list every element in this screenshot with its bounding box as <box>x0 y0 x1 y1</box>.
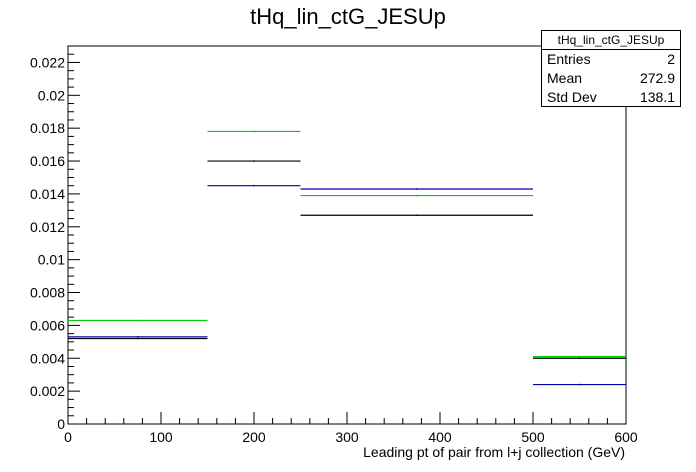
axes <box>67 45 627 425</box>
x-tick-label: 300 <box>335 429 359 445</box>
x-tick-label: 200 <box>242 429 266 445</box>
x-tick-label: 400 <box>428 429 452 445</box>
stats-row-entries: Entries 2 <box>542 50 680 69</box>
stats-row-mean: Mean 272.9 <box>542 69 680 88</box>
stats-value: 138.1 <box>639 89 675 105</box>
y-tick-label: 0.018 <box>30 120 65 136</box>
stats-value: 272.9 <box>639 70 675 86</box>
stats-box: tHq_lin_ctG_JESUp Entries 2 Mean 272.9 S… <box>541 30 681 107</box>
y-tick-label: 0.022 <box>30 54 65 70</box>
x-axis-label: Leading pt of pair from l+j collection (… <box>363 444 625 460</box>
stats-label: Std Dev <box>547 89 597 105</box>
series-layer <box>68 130 626 386</box>
stats-row-stddev: Std Dev 138.1 <box>542 88 680 107</box>
stats-box-title: tHq_lin_ctG_JESUp <box>542 31 680 50</box>
x-tick-label: 500 <box>521 429 545 445</box>
y-tick-label: 0.006 <box>30 317 65 333</box>
y-tick-label: 0.002 <box>30 383 65 399</box>
y-tick-label: 0.02 <box>38 87 65 103</box>
y-tick-label: 0.01 <box>38 252 65 268</box>
y-tick-label: 0.014 <box>30 186 65 202</box>
x-tick-label: 0 <box>64 429 72 445</box>
stats-value: 2 <box>667 51 675 67</box>
stats-label: Mean <box>547 70 583 86</box>
y-tick-label: 0.016 <box>30 153 65 169</box>
stats-label: Entries <box>547 51 591 67</box>
y-tick-label: 0 <box>57 416 65 432</box>
y-tick-label: 0.008 <box>30 285 65 301</box>
x-tick-label: 100 <box>149 429 173 445</box>
chart-title: tHq_lin_ctG_JESUp <box>250 4 446 29</box>
y-tick-label: 0.004 <box>30 350 65 366</box>
x-tick-label: 600 <box>614 429 638 445</box>
y-tick-label: 0.012 <box>30 219 65 235</box>
tick-labels: 0 100 200 300 400 500 600 0 0.002 0.004 0.006 0.008… <box>30 54 638 445</box>
